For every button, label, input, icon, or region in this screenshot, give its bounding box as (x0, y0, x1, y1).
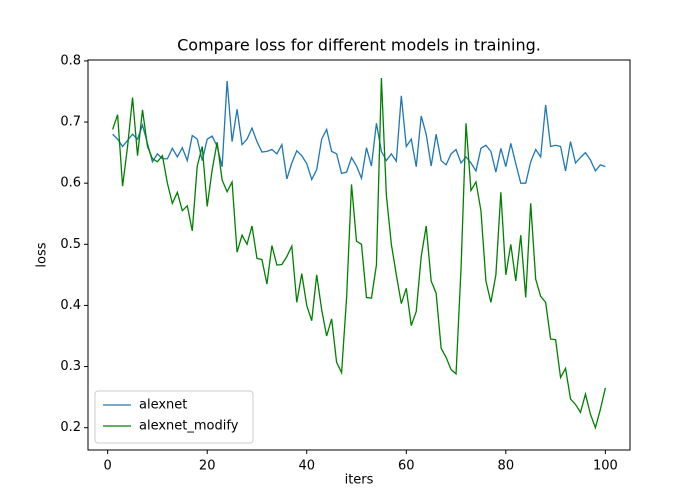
y-tick-label: 0.2 (60, 420, 81, 435)
chart-title: Compare loss for different models in tra… (177, 36, 541, 55)
y-tick-label: 0.8 (60, 53, 81, 68)
x-tick-label: 80 (498, 459, 515, 474)
x-tick-label: 40 (298, 459, 315, 474)
y-tick-label: 0.6 (60, 176, 81, 191)
legend-label: alexnet_modify (139, 419, 239, 434)
x-tick-label: 60 (398, 459, 415, 474)
y-axis-label: loss (35, 242, 50, 267)
legend-label: alexnet (139, 398, 187, 413)
x-tick-label: 0 (104, 459, 112, 474)
y-tick-label: 0.4 (60, 298, 81, 313)
y-tick-label: 0.5 (60, 237, 81, 252)
x-tick-label: 20 (199, 459, 216, 474)
y-tick-label: 0.3 (60, 359, 81, 374)
legend-box (94, 390, 254, 444)
legend: alexnet alexnet_modify (94, 390, 254, 444)
x-axis-label: iters (345, 473, 374, 488)
x-tick-label: 100 (593, 459, 618, 474)
plot-frame (87, 59, 631, 451)
series-line (112, 81, 606, 184)
y-tick-label: 0.7 (60, 115, 81, 130)
series-line (112, 78, 606, 430)
